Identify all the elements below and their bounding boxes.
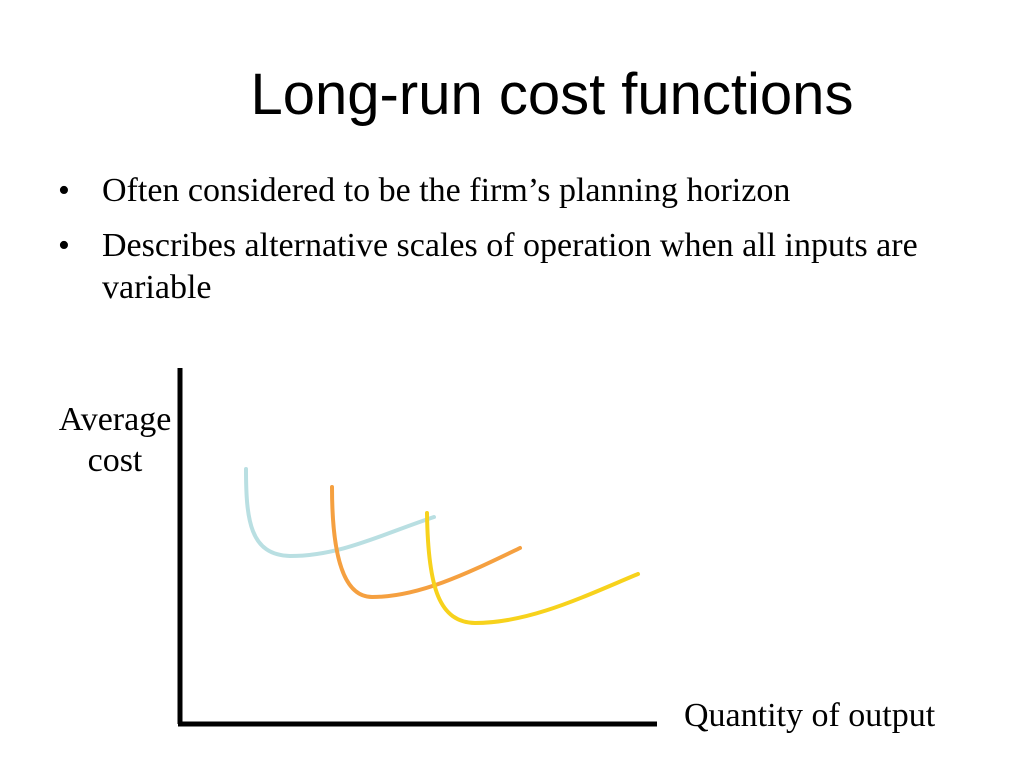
x-axis-label: Quantity of output	[684, 697, 936, 734]
bullet-item: • Describes alternative scales of operat…	[58, 225, 958, 310]
short-run-cost-curve-2	[330, 485, 522, 600]
y-axis-label-line1: Average	[58, 401, 172, 438]
bullet-dot-icon: •	[58, 172, 70, 209]
bullet-text: Often considered to be the firm’s planni…	[102, 172, 791, 209]
bullet-list: • Often considered to be the firm’s plan…	[58, 170, 958, 322]
short-run-cost-curve-1	[244, 467, 436, 559]
short-run-cost-curve-3	[425, 511, 640, 626]
bullet-text: Describes alternative scales of operatio…	[102, 226, 918, 307]
bullet-item: • Often considered to be the firm’s plan…	[58, 170, 958, 213]
y-axis-label-line2: cost	[87, 441, 143, 479]
page-title: Long-run cost functions	[250, 62, 854, 127]
bullet-dot-icon: •	[58, 226, 70, 264]
y-axis-label: Average cost	[45, 400, 185, 482]
